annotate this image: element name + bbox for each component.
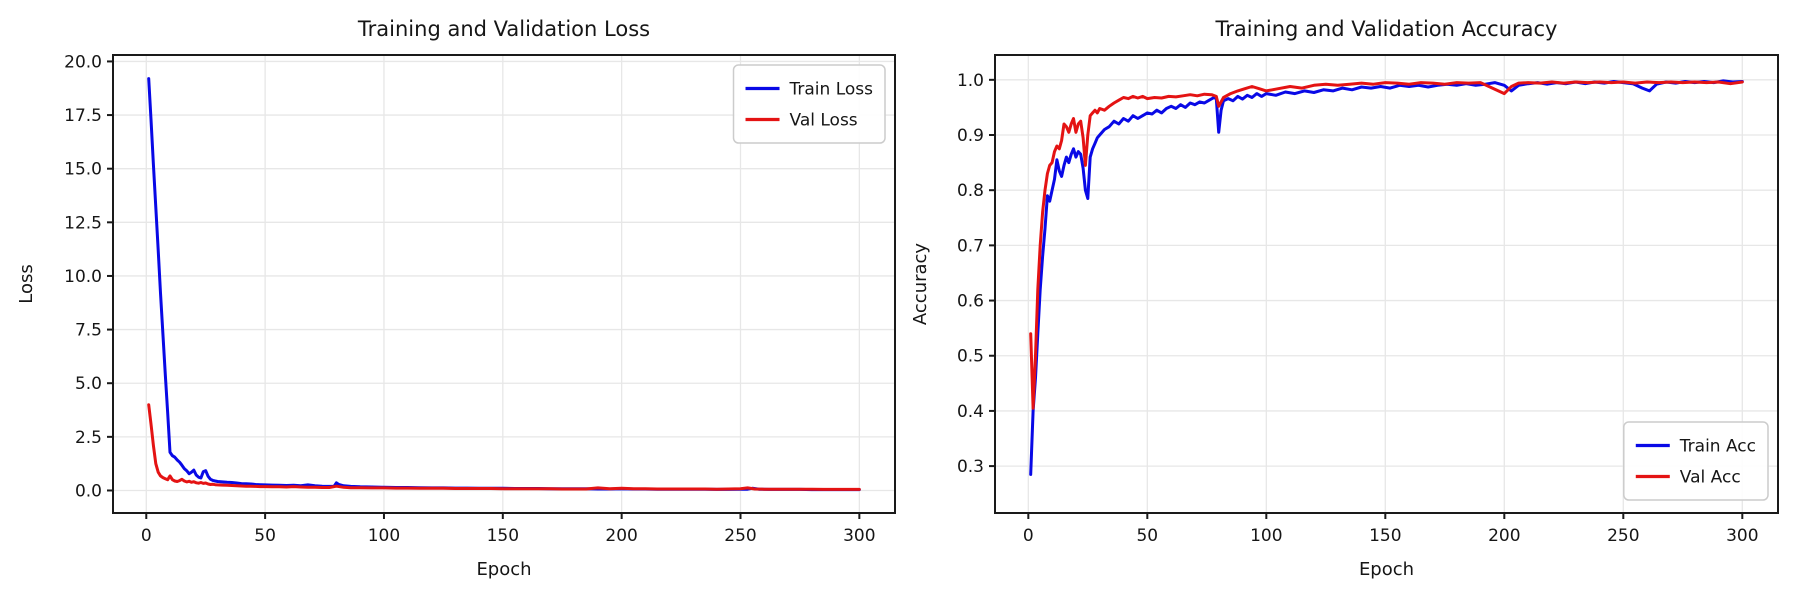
x-axis-label: Epoch [1359, 559, 1414, 580]
legend-label: Train Acc [1679, 437, 1756, 457]
y-tick-label: 0.9 [957, 126, 984, 146]
y-tick-label: 12.5 [64, 213, 102, 233]
val-loss-line [147, 403, 861, 491]
y-tick-label: 0.8 [957, 181, 984, 201]
x-tick-label: 100 [368, 526, 400, 546]
y-tick-label: 0.5 [957, 347, 984, 367]
y-tick-label: 10.0 [64, 267, 102, 287]
x-tick-label: 0 [141, 526, 152, 546]
x-tick-label: 100 [1250, 526, 1282, 546]
y-tick-label: 0.6 [957, 292, 984, 312]
y-tick-label: 0.4 [957, 402, 984, 422]
x-tick-label: 150 [1369, 526, 1401, 546]
y-tick-label: 1.0 [957, 71, 984, 91]
legend-label: Train Loss [789, 80, 874, 100]
axes-frame [112, 54, 896, 514]
chart-title: Training and Validation Loss [357, 17, 650, 41]
y-tick-label: 7.5 [75, 321, 102, 341]
x-tick-label: 300 [1726, 526, 1758, 546]
x-tick-label: 200 [1488, 526, 1520, 546]
accuracy-chart: 0 50 100 150 200 250 300 0.3 0.4 0.5 0.6 0.7 0.8 0.9 1… [900, 0, 1800, 600]
legend-box [732, 64, 886, 144]
legend-box [1623, 421, 1769, 501]
x-tick-label: 150 [487, 526, 519, 546]
val-acc-line [1029, 80, 1744, 410]
y-axis-label: Accuracy [910, 243, 931, 326]
legend-label: Val Acc [1680, 468, 1741, 488]
x-tick-label: 200 [605, 526, 637, 546]
y-tick-label: 15.0 [64, 160, 102, 180]
legend-label: Val Loss [790, 111, 858, 131]
y-axis-label: Loss [16, 264, 37, 303]
x-tick-label: 250 [1607, 526, 1639, 546]
x-tick-label: 50 [254, 526, 276, 546]
y-tick-label: 17.5 [64, 106, 102, 126]
chart-title: Training and Validation Accuracy [1215, 17, 1558, 41]
y-tick-label: 20.0 [64, 52, 102, 72]
y-tick-label: 0.0 [75, 481, 102, 501]
y-tick-label: 0.3 [957, 457, 984, 477]
x-axis-label: Epoch [476, 559, 531, 580]
x-tick-label: 300 [843, 526, 875, 546]
legend: Train Acc Val Acc [1623, 421, 1769, 501]
x-tick-label: 0 [1023, 526, 1034, 546]
y-tick-label: 5.0 [75, 374, 102, 394]
x-tick-label: 50 [1136, 526, 1158, 546]
x-tick-label: 250 [724, 526, 756, 546]
y-tick-label: 2.5 [75, 428, 102, 448]
y-tick-label: 0.7 [957, 236, 984, 256]
loss-chart: 0 50 100 150 200 250 300 0.0 2.5 5.0 7.5 10.0 12.5 15… [16, 17, 896, 580]
axes-frame [994, 54, 1779, 514]
legend: Train Loss Val Loss [732, 64, 886, 144]
